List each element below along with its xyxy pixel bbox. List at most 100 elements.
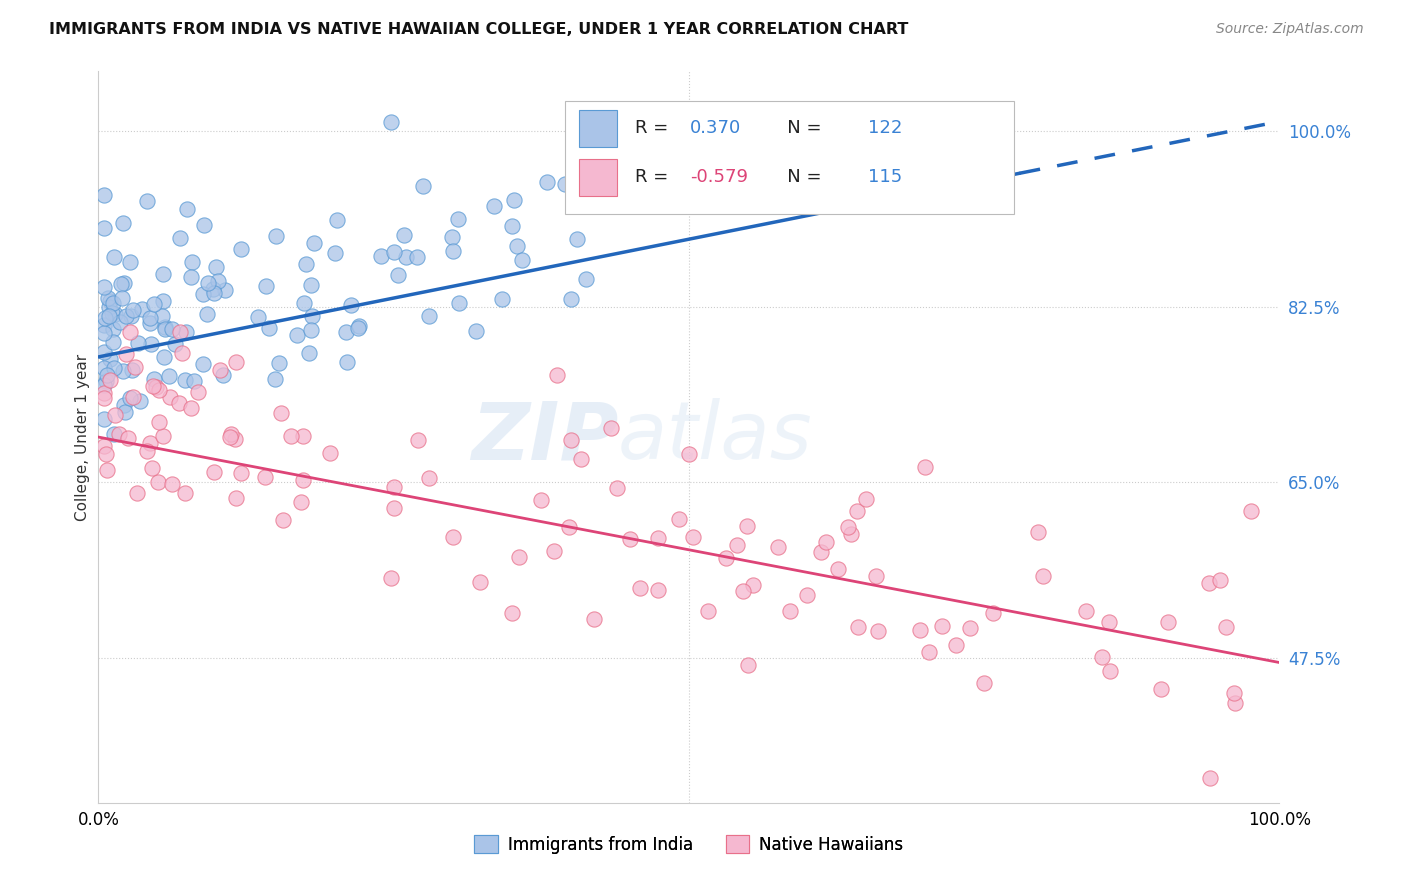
Point xyxy=(1026,524,1049,539)
Point xyxy=(335,325,357,339)
Text: IMMIGRANTS FROM INDIA VS NATIVE HAWAIIAN COLLEGE, UNDER 1 YEAR CORRELATION CHART: IMMIGRANTS FROM INDIA VS NATIVE HAWAIIAN… xyxy=(49,22,908,37)
Point xyxy=(501,219,523,234)
Point xyxy=(558,520,581,534)
Point xyxy=(153,322,176,336)
Point xyxy=(93,220,115,235)
Point xyxy=(370,249,392,263)
Point xyxy=(731,584,754,599)
Point xyxy=(560,292,582,306)
Point xyxy=(152,293,174,308)
Point xyxy=(93,361,115,376)
Point xyxy=(225,354,247,368)
Point xyxy=(441,244,464,259)
Point xyxy=(159,390,181,404)
Point xyxy=(146,475,169,489)
Point xyxy=(138,316,160,330)
Point xyxy=(110,277,132,292)
Point xyxy=(148,415,170,429)
Text: 115: 115 xyxy=(869,169,903,186)
Point xyxy=(347,320,370,334)
Text: ZIP: ZIP xyxy=(471,398,619,476)
Point xyxy=(546,368,568,382)
Point xyxy=(208,362,231,376)
Point xyxy=(139,337,162,351)
Point xyxy=(197,276,219,290)
Point xyxy=(484,199,506,213)
Point xyxy=(910,623,932,637)
Point xyxy=(318,446,340,460)
Point xyxy=(170,346,193,360)
Point xyxy=(167,395,190,409)
Point xyxy=(180,401,202,416)
Point xyxy=(737,657,759,672)
Point xyxy=(326,213,349,227)
Point xyxy=(810,545,832,559)
Point xyxy=(112,398,135,412)
FancyBboxPatch shape xyxy=(565,101,1014,214)
Point xyxy=(150,309,173,323)
Point xyxy=(219,426,242,441)
Point xyxy=(96,368,118,383)
Text: atlas: atlas xyxy=(619,398,813,476)
Point xyxy=(714,550,737,565)
Point xyxy=(292,296,315,310)
Point xyxy=(111,291,134,305)
Point xyxy=(111,216,134,230)
Point xyxy=(299,323,322,337)
Point xyxy=(180,269,202,284)
Point xyxy=(1074,604,1097,618)
Point xyxy=(628,581,651,595)
Point xyxy=(839,526,862,541)
Point xyxy=(115,309,138,323)
Point xyxy=(323,245,346,260)
Point xyxy=(122,303,145,318)
Point xyxy=(298,346,321,360)
Point xyxy=(349,318,371,333)
Point xyxy=(267,356,290,370)
Point xyxy=(118,254,141,268)
Point xyxy=(394,228,416,243)
Point xyxy=(94,311,117,326)
Point xyxy=(117,432,139,446)
Point xyxy=(101,334,124,349)
Point xyxy=(575,272,598,286)
Point xyxy=(1215,619,1237,633)
Point xyxy=(101,295,124,310)
Point xyxy=(254,279,277,293)
Point xyxy=(301,309,323,323)
Point xyxy=(382,501,405,516)
Point xyxy=(285,327,308,342)
Point xyxy=(162,322,184,336)
Point xyxy=(142,297,165,311)
Point xyxy=(174,325,197,339)
Point xyxy=(271,513,294,527)
Point xyxy=(139,436,162,450)
Point xyxy=(855,491,877,506)
Point xyxy=(394,250,416,264)
Point xyxy=(779,604,801,618)
Point xyxy=(295,256,318,270)
Point xyxy=(290,495,312,509)
Point xyxy=(868,624,890,639)
Point xyxy=(340,298,363,312)
Point xyxy=(94,374,117,388)
Point xyxy=(93,318,115,333)
Point xyxy=(668,512,690,526)
Text: R =: R = xyxy=(634,169,673,186)
Point xyxy=(1032,569,1054,583)
FancyBboxPatch shape xyxy=(579,159,617,195)
Point xyxy=(865,568,887,582)
Point xyxy=(1225,696,1247,710)
Point xyxy=(725,538,748,552)
Point xyxy=(247,310,270,325)
Point xyxy=(93,326,115,340)
Point xyxy=(766,540,789,554)
Point xyxy=(412,178,434,193)
Point xyxy=(229,243,252,257)
Point xyxy=(465,324,488,338)
Point xyxy=(93,378,115,392)
Point xyxy=(599,421,621,435)
Point xyxy=(225,491,247,506)
Point xyxy=(447,296,470,310)
Point xyxy=(121,362,143,376)
